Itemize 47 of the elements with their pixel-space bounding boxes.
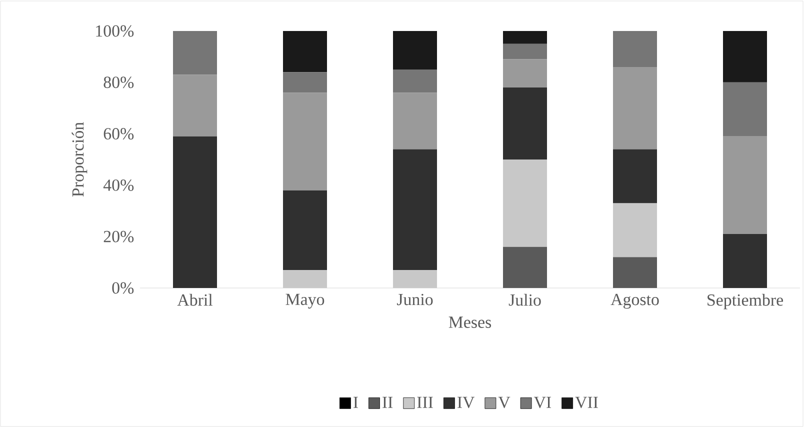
x-tick-label: Junio: [397, 294, 433, 306]
bar: [283, 30, 327, 72]
legend-label: V: [498, 396, 510, 408]
bar: [503, 246, 547, 288]
x-tick-label: Septiembre: [708, 294, 783, 310]
y-tick-label: 40%: [103, 179, 134, 191]
y-axis-title: Proporción: [72, 122, 88, 197]
bar: [613, 203, 657, 258]
bar: [393, 70, 437, 93]
bar: [283, 92, 327, 190]
y-tick-label: 60%: [104, 128, 134, 140]
y-tick-label: 100%: [96, 25, 134, 37]
legend-label: II: [382, 396, 393, 408]
bar: [393, 149, 437, 270]
bar: [613, 66, 657, 150]
legend-label: VII: [575, 396, 598, 408]
bar: [283, 72, 327, 93]
bar: [723, 136, 767, 234]
bar: [503, 160, 547, 247]
y-tick-label: 80%: [104, 76, 134, 88]
bar: [613, 257, 657, 288]
bar: [613, 30, 657, 67]
bar: [393, 30, 437, 70]
bar: [723, 30, 767, 82]
x-tick-label: Abril: [177, 294, 213, 306]
x-tick-label: Agosto: [610, 294, 659, 309]
x-tick-label: Julio: [508, 294, 541, 306]
bar: [503, 59, 547, 88]
legend-label: III: [417, 396, 433, 408]
bar: [503, 88, 547, 160]
bar: [173, 30, 217, 75]
bar: [173, 136, 217, 288]
x-axis-title: Meses: [448, 316, 492, 328]
legend-label: VI: [534, 396, 552, 408]
bar: [723, 82, 767, 136]
bar: [503, 30, 547, 44]
bar: [723, 234, 767, 288]
y-tick-label: 20%: [104, 230, 134, 242]
bar: [173, 74, 217, 136]
y-tick-label: 0%: [112, 282, 134, 294]
legend-label: I: [353, 396, 358, 408]
legend-label: IV: [457, 396, 475, 408]
bar: [393, 92, 437, 150]
bar: [283, 190, 327, 270]
x-tick-label: Mayo: [286, 294, 324, 309]
bar: [503, 44, 547, 60]
bar: [613, 149, 657, 204]
